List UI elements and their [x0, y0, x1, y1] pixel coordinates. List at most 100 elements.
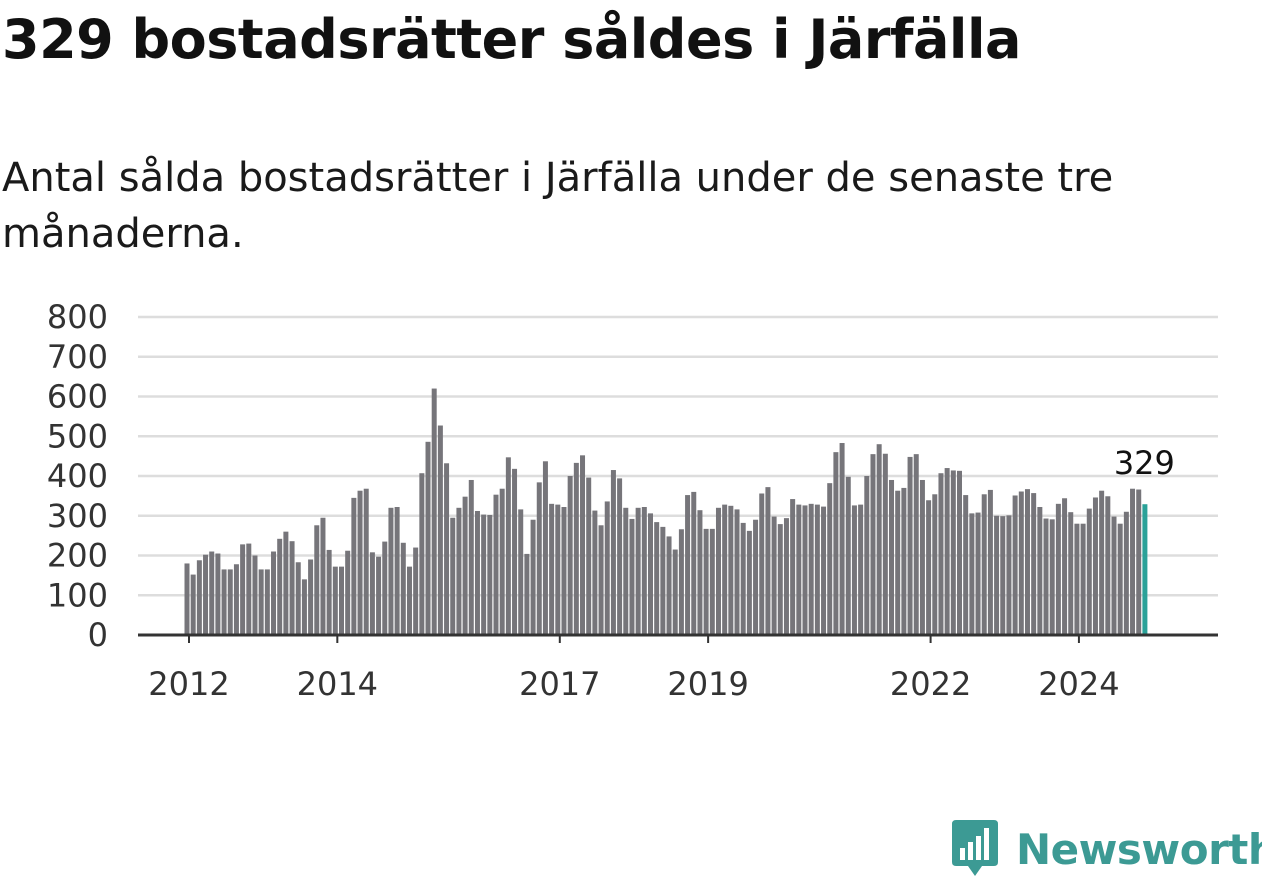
bar — [1018, 491, 1024, 635]
bar — [728, 505, 734, 635]
bar — [487, 514, 493, 635]
bar — [264, 569, 270, 635]
bar — [499, 488, 505, 635]
bar — [666, 536, 672, 635]
bar — [215, 553, 221, 635]
bar — [196, 560, 202, 635]
bar — [715, 507, 721, 635]
bar — [376, 556, 382, 635]
y-tick-label: 800 — [47, 298, 108, 336]
bar — [858, 504, 864, 635]
bar — [635, 507, 641, 635]
bar — [678, 529, 684, 635]
bar — [827, 483, 833, 635]
bar — [1130, 488, 1136, 635]
bar — [462, 496, 468, 635]
bar — [369, 552, 375, 635]
bar — [258, 569, 264, 635]
bar — [573, 462, 579, 635]
brand-logo: Newsworthy — [950, 818, 1262, 880]
bar — [610, 470, 616, 635]
bar — [746, 530, 752, 635]
bar — [889, 479, 895, 635]
bar — [839, 443, 845, 635]
bar — [617, 478, 623, 635]
bar — [561, 507, 567, 635]
bar — [512, 468, 518, 635]
bar — [493, 494, 499, 635]
bar — [944, 468, 950, 635]
value-label-latest: 329 — [1114, 444, 1175, 482]
bar — [919, 479, 925, 635]
bar — [1136, 489, 1142, 635]
y-tick-label: 500 — [47, 417, 108, 455]
bar — [555, 504, 561, 635]
bar — [505, 457, 511, 635]
bar — [604, 501, 610, 635]
brand-name: Newsworthy — [1016, 824, 1262, 874]
bar — [320, 517, 326, 635]
bar — [913, 454, 919, 635]
bar-series — [184, 388, 1148, 635]
bar — [1080, 523, 1086, 635]
x-tick-label: 2022 — [890, 665, 971, 703]
bar — [963, 495, 969, 635]
bar — [697, 510, 703, 635]
bar — [363, 488, 369, 635]
bar — [567, 476, 573, 635]
bar — [592, 510, 598, 635]
bar — [1043, 518, 1049, 635]
chart-subtitle: Antal sålda bostadsrätter i Järfälla und… — [2, 155, 1114, 257]
x-tick-label: 2024 — [1038, 665, 1119, 703]
bar — [468, 479, 474, 635]
bar — [314, 525, 320, 635]
bar — [777, 524, 783, 635]
bar — [957, 470, 962, 635]
bar — [277, 538, 283, 635]
bar — [870, 454, 876, 635]
bar — [833, 452, 839, 635]
newsworthy-logo-icon — [952, 820, 998, 876]
x-tick-label: 2014 — [297, 665, 378, 703]
x-tick-label: 2017 — [519, 665, 600, 703]
bar — [271, 551, 277, 635]
value-labels: 329 — [1114, 444, 1175, 482]
bar — [295, 562, 301, 635]
bar — [753, 519, 759, 635]
bar — [783, 518, 789, 635]
bar — [1092, 497, 1098, 635]
bar — [882, 453, 888, 635]
bar — [518, 509, 524, 635]
bar — [413, 547, 419, 635]
bar — [895, 490, 901, 635]
bar — [456, 507, 462, 635]
bar — [549, 503, 555, 635]
bar — [474, 510, 480, 635]
bar — [851, 505, 857, 635]
bar — [975, 512, 981, 635]
bar — [406, 566, 412, 635]
bar — [802, 505, 808, 635]
bar — [332, 566, 338, 635]
bar — [703, 528, 709, 635]
bar — [388, 507, 394, 635]
bar — [932, 494, 938, 635]
bar — [1037, 507, 1043, 635]
bar — [691, 491, 697, 635]
y-tick-label: 0 — [88, 616, 108, 654]
bar — [845, 476, 851, 635]
bar — [623, 507, 629, 635]
bar — [1068, 512, 1074, 635]
bar — [227, 569, 233, 635]
bar — [339, 566, 344, 635]
bar — [808, 503, 814, 635]
bar — [233, 564, 239, 635]
bar — [907, 456, 913, 635]
bar — [709, 528, 715, 635]
bar — [351, 497, 357, 635]
bar — [740, 522, 746, 635]
bar — [1049, 519, 1055, 635]
bar — [950, 470, 956, 635]
bar — [524, 553, 530, 635]
bar — [444, 463, 450, 635]
